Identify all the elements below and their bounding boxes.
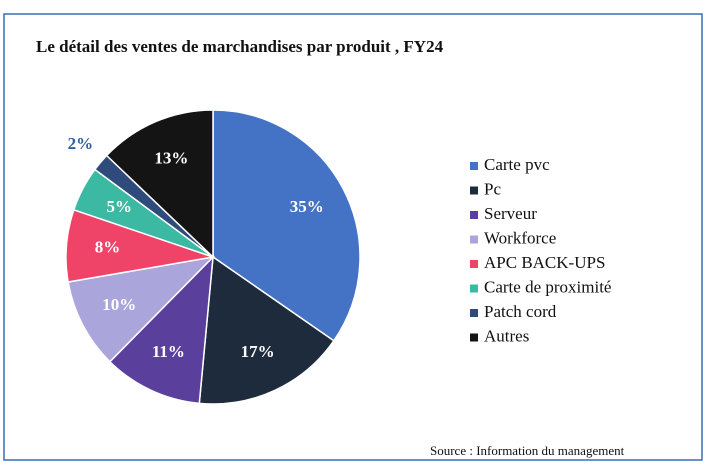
data-label: 10% (102, 295, 136, 314)
legend-label: Carte pvc (484, 155, 550, 174)
legend-label: Patch cord (484, 302, 557, 321)
legend-swatch (470, 309, 478, 317)
data-label: 11% (152, 342, 185, 361)
pie-slice (67, 255, 216, 363)
legend-label: Pc (484, 179, 501, 198)
legend-swatch (470, 162, 478, 170)
legend-swatch (470, 186, 478, 195)
legend-label: APC BACK-UPS (484, 253, 605, 272)
data-label: 35% (290, 197, 324, 216)
legend-swatch (470, 211, 478, 219)
data-label: 8% (95, 238, 121, 257)
legend-label: Autres (484, 326, 529, 345)
source: Source : Information du management (430, 443, 625, 458)
legend-swatch (470, 284, 478, 293)
pie-slice (108, 254, 214, 405)
legend-label: Workforce (484, 228, 556, 247)
legend-swatch (470, 333, 478, 342)
pie-slice (198, 255, 335, 405)
data-label: 5% (106, 197, 132, 216)
chart-title: Le détail des ventes de marchandises par… (36, 37, 444, 56)
data-label: 17% (241, 342, 275, 361)
legend-label: Serveur (484, 204, 537, 223)
legend-swatch (470, 235, 478, 244)
legend-swatch (470, 260, 478, 268)
data-label: 13% (154, 149, 188, 168)
data-label: 2% (68, 134, 94, 153)
pie-slice (105, 109, 214, 259)
pie-slice (212, 109, 361, 342)
legend-label: Carte de proximité (484, 277, 611, 296)
